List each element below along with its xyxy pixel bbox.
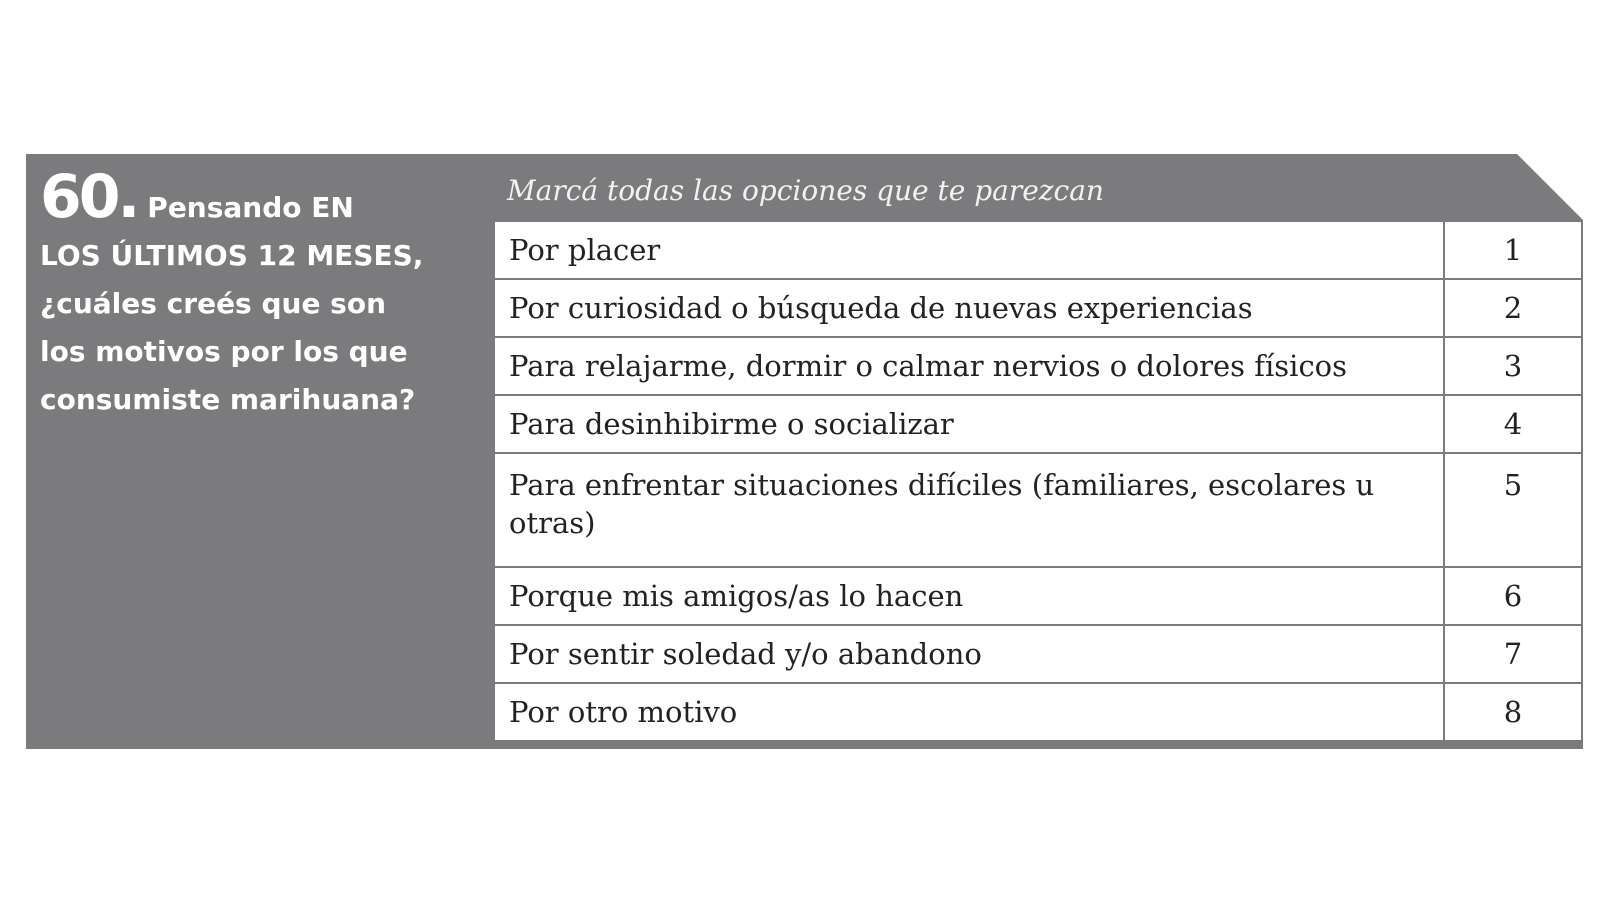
- corner-cut-decoration: [1517, 154, 1583, 220]
- option-row[interactable]: Por curiosidad o búsqueda de nuevas expe…: [493, 278, 1583, 338]
- option-label: Para desinhibirme o socializar: [493, 394, 1445, 454]
- question-line-4: consumiste marihuana?: [40, 383, 416, 416]
- option-label: Por otro motivo: [493, 682, 1445, 742]
- question-intro: Pensando EN: [147, 191, 354, 224]
- question-panel: 60. Pensando EN LOS ÚLTIMOS 12 MESES, ¿cu…: [26, 154, 493, 749]
- question-line-3: los motivos por los que: [40, 335, 408, 368]
- option-code[interactable]: 2: [1443, 278, 1583, 338]
- option-row[interactable]: Por otro motivo 8: [493, 682, 1583, 742]
- option-code[interactable]: 6: [1443, 566, 1583, 626]
- option-code[interactable]: 1: [1443, 220, 1583, 280]
- option-label: Por placer: [493, 220, 1445, 280]
- question-line-2: ¿cuáles creés que son: [40, 287, 387, 320]
- question-heading: 60. Pensando EN: [40, 167, 493, 232]
- option-code[interactable]: 4: [1443, 394, 1583, 454]
- question-line-1: LOS ÚLTIMOS 12 MESES,: [40, 239, 424, 272]
- option-code[interactable]: 3: [1443, 336, 1583, 396]
- option-row[interactable]: Por placer 1: [493, 220, 1583, 280]
- question-number: 60.: [40, 162, 140, 232]
- option-label: Para relajarme, dormir o calmar nervios …: [493, 336, 1445, 396]
- option-code[interactable]: 7: [1443, 624, 1583, 684]
- question-block: 60. Pensando EN LOS ÚLTIMOS 12 MESES, ¿cu…: [26, 154, 1583, 749]
- option-label: Por sentir soledad y/o abandono: [493, 624, 1445, 684]
- option-row[interactable]: Para enfrentar situaciones difíciles (fa…: [493, 452, 1583, 568]
- option-row[interactable]: Porque mis amigos/as lo hacen 6: [493, 566, 1583, 626]
- option-code[interactable]: 8: [1443, 682, 1583, 742]
- option-code[interactable]: 5: [1443, 452, 1583, 568]
- instruction-text: Marcá todas las opciones que te parezcan: [507, 174, 1104, 207]
- options-panel: Marcá todas las opciones que te parezcan…: [493, 154, 1583, 749]
- options-table: Por placer 1 Por curiosidad o búsqueda d…: [493, 220, 1583, 742]
- option-row[interactable]: Para desinhibirme o socializar 4: [493, 394, 1583, 454]
- option-label: Para enfrentar situaciones difíciles (fa…: [493, 452, 1445, 568]
- option-label: Porque mis amigos/as lo hacen: [493, 566, 1445, 626]
- option-row[interactable]: Para relajarme, dormir o calmar nervios …: [493, 336, 1583, 396]
- option-label: Por curiosidad o búsqueda de nuevas expe…: [493, 278, 1445, 338]
- option-row[interactable]: Por sentir soledad y/o abandono 7: [493, 624, 1583, 684]
